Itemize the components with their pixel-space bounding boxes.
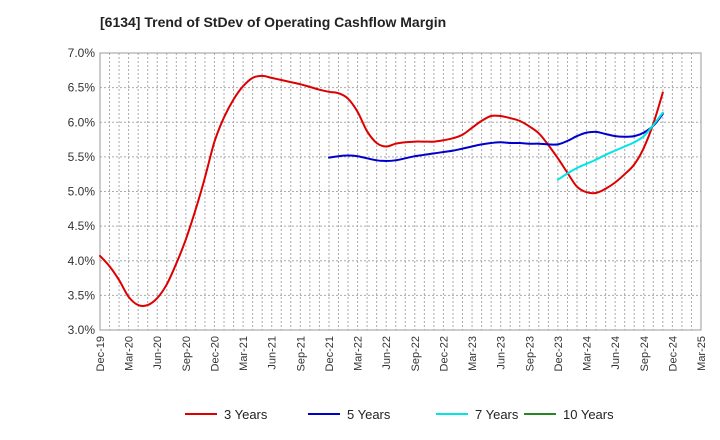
x-tick-label: Mar-25: [696, 336, 708, 371]
x-tick-label: Dec-22: [438, 336, 450, 371]
x-tick-label: Dec-20: [209, 336, 221, 371]
y-tick-label: 3.0%: [68, 323, 96, 337]
x-tick-label: Jun-22: [381, 336, 393, 370]
y-tick-label: 4.0%: [68, 254, 96, 268]
legend: 3 Years 5 Years 7 Years 10 Years: [185, 407, 614, 422]
x-tick-label: Mar-20: [124, 336, 136, 371]
x-tick-label: Sep-23: [524, 336, 536, 371]
x-tick-label: Dec-21: [324, 336, 336, 371]
legend-label: 5 Years: [347, 407, 391, 422]
x-tick-label: Mar-23: [467, 336, 479, 371]
legend-label: 7 Years: [475, 407, 519, 422]
y-tick-label: 6.0%: [68, 115, 96, 129]
x-axis-ticks: Dec-19 Mar-20 Jun-20 Sep-20 Dec-20 Mar-21 Jun-…: [95, 336, 708, 371]
chart-title: [6134] Trend of StDev of Operating Cashf…: [100, 14, 447, 30]
x-tick-label: Mar-21: [238, 336, 250, 371]
x-tick-label: Dec-24: [667, 336, 679, 371]
y-tick-label: 7.0%: [68, 46, 96, 60]
y-tick-label: 5.5%: [68, 150, 96, 164]
series-line-1: [328, 112, 664, 162]
x-tick-label: Dec-19: [95, 336, 107, 371]
series-lines: [99, 74, 664, 308]
series-line-2: [556, 111, 664, 181]
y-tick-label: 6.5%: [68, 81, 96, 95]
x-tick-label: Jun-20: [152, 336, 164, 370]
legend-label: 10 Years: [563, 407, 614, 422]
x-tick-label: Jun-21: [267, 336, 279, 370]
x-tick-label: Jun-24: [610, 336, 622, 370]
legend-label: 3 Years: [224, 407, 268, 422]
x-tick-label: Sep-24: [639, 336, 651, 371]
x-tick-label: Mar-24: [582, 336, 594, 371]
y-tick-label: 3.5%: [68, 288, 96, 302]
y-tick-label: 4.5%: [68, 219, 96, 233]
x-tick-label: Jun-23: [496, 336, 508, 370]
grid: [100, 52, 701, 331]
plot-frame: [99, 52, 702, 331]
x-tick-label: Sep-21: [295, 336, 307, 371]
x-tick-label: Sep-22: [410, 336, 422, 371]
x-tick-label: Dec-23: [553, 336, 565, 371]
x-tick-label: Mar-22: [353, 336, 365, 371]
y-tick-label: 5.0%: [68, 185, 96, 199]
x-tick-label: Sep-20: [181, 336, 193, 371]
y-axis-ticks: 3.0% 3.5% 4.0% 4.5% 5.0% 5.5% 6.0% 6.5% 7.0%: [68, 46, 96, 337]
series-line-0: [99, 74, 664, 308]
